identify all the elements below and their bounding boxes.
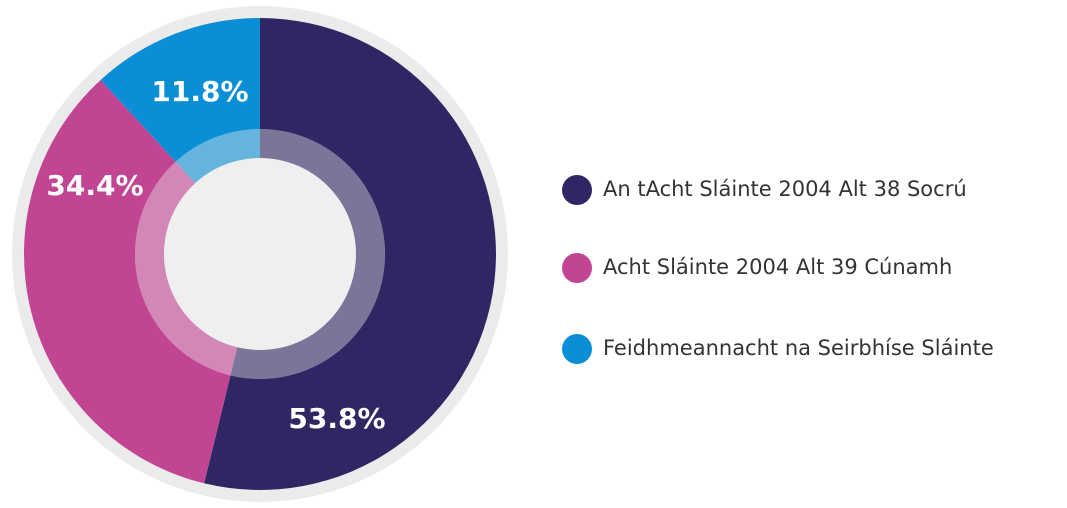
legend-label: An tAcht Sláinte 2004 Alt 38 Socrú: [603, 177, 967, 201]
segment-inner: [175, 129, 260, 184]
legend-swatch: [562, 175, 592, 205]
segment-inner: [134, 161, 238, 376]
value-label: 53.8%: [288, 402, 385, 435]
legend-swatch: [562, 253, 592, 283]
segment: [204, 18, 497, 491]
segment: [100, 18, 260, 162]
segment-inner: [230, 129, 385, 380]
legend-label: Acht Sláinte 2004 Alt 39 Cúnamh: [603, 255, 952, 279]
value-label: 11.8%: [151, 75, 248, 108]
value-label: 34.4%: [46, 169, 143, 202]
legend-swatch: [562, 334, 592, 364]
donut-hole: [164, 158, 356, 350]
segment: [24, 79, 231, 484]
legend-label: Feidhmeannacht na Seirbhíse Sláinte: [603, 336, 994, 360]
